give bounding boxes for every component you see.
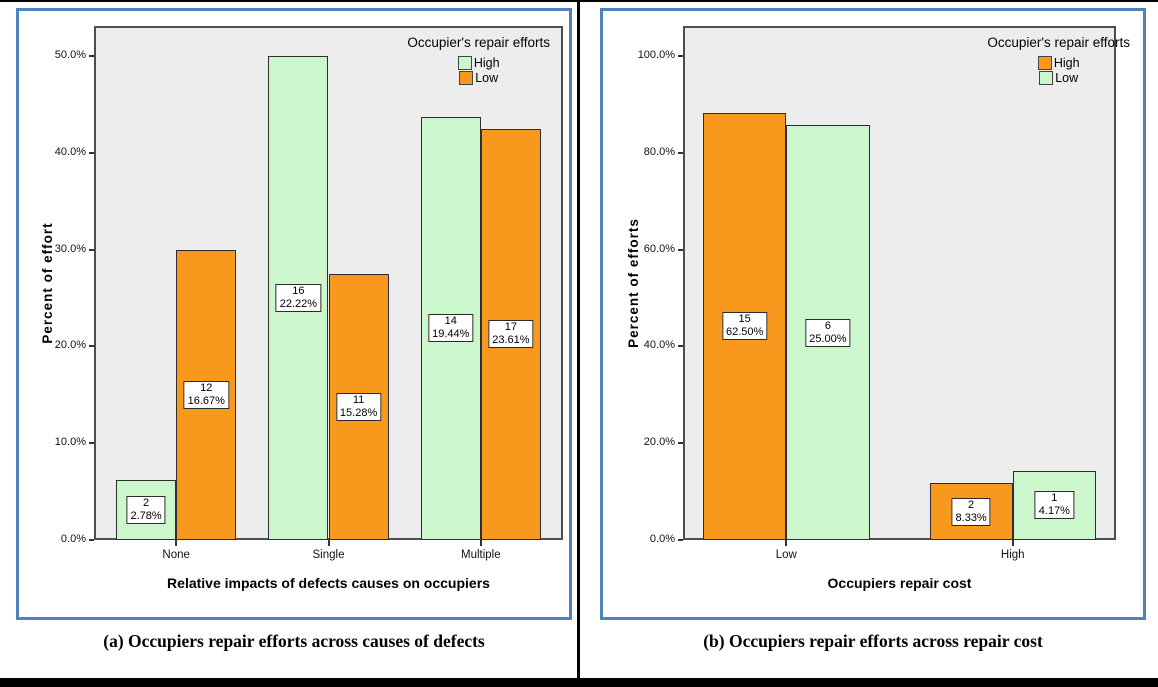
- chart-panel-b: 0.0% 20.0% 40.0% 60.0% 80.0% 100.0% Percent of…: [600, 8, 1146, 620]
- y-axis-title: Percent of effort: [40, 222, 55, 344]
- y-tick-label: 10.0%: [54, 436, 86, 449]
- legend: Occupier's repair efforts High Low: [987, 35, 1130, 85]
- legend-item-low: Low: [1039, 71, 1078, 85]
- bar-value-label: 15 62.50%: [721, 312, 768, 341]
- legend-item-label: Low: [475, 71, 499, 85]
- y-tick-label: 100.0%: [637, 49, 675, 61]
- y-tick-mark: [678, 248, 683, 251]
- y-tick-mark: [89, 55, 94, 57]
- y-tick-mark: [678, 151, 683, 154]
- bar-value-label: 6 25.00%: [805, 318, 851, 347]
- x-axis-title: Occupiers repair cost: [827, 575, 972, 591]
- legend-item-label: High: [473, 56, 500, 70]
- bar-value-label: 16 22.22%: [275, 284, 322, 312]
- table-column-divider: [577, 0, 580, 687]
- bar-value-label: 2 2.78%: [126, 495, 166, 524]
- bar-value-label: 12 16.67%: [183, 380, 229, 409]
- table-bottom-border: [0, 678, 1158, 687]
- legend-item-high: High: [457, 56, 500, 70]
- bar-value-label: 11 15.28%: [335, 392, 382, 421]
- bar-value-label: 2 8.33%: [951, 497, 991, 526]
- y-tick-label: 40.0%: [643, 339, 675, 352]
- bar-value-label: 17 23.61%: [488, 320, 534, 349]
- y-tick-label: 60.0%: [643, 242, 675, 255]
- legend-swatch-low-icon: [1039, 71, 1054, 85]
- x-tick-mark: [1011, 540, 1014, 546]
- legend-title: Occupier's repair efforts: [407, 35, 550, 50]
- y-tick-mark: [678, 442, 683, 445]
- y-tick-label: 20.0%: [54, 339, 86, 352]
- y-tick-mark: [89, 345, 94, 348]
- x-tick-label: None: [162, 549, 190, 561]
- bar-value-label: 14 19.44%: [428, 314, 474, 343]
- x-tick-mark: [327, 540, 330, 546]
- caption-a: (a) Occupiers repair efforts across caus…: [103, 631, 485, 651]
- x-tick-mark: [479, 540, 482, 546]
- caption-b: (b) Occupiers repair efforts across repa…: [703, 631, 1043, 651]
- x-tick-mark: [175, 540, 178, 546]
- y-tick-mark: [89, 151, 94, 154]
- y-tick-mark: [678, 55, 683, 57]
- y-axis-title: Percent of efforts: [626, 218, 641, 348]
- y-tick-label: 0.0%: [60, 533, 86, 545]
- y-tick-mark: [89, 442, 94, 445]
- y-tick-label: 40.0%: [54, 145, 86, 158]
- y-tick-label: 50.0%: [54, 49, 86, 61]
- legend-item-label: Low: [1055, 71, 1079, 85]
- y-tick-label: 20.0%: [643, 436, 675, 449]
- x-axis-title: Relative impacts of defects causes on oc…: [167, 575, 490, 591]
- x-tick-label: High: [1000, 549, 1025, 561]
- y-tick-mark: [89, 248, 94, 251]
- legend-swatch-high-icon: [1037, 56, 1052, 70]
- y-tick-label: 80.0%: [643, 145, 675, 158]
- y-tick-label: 0.0%: [649, 533, 675, 545]
- x-tick-mark: [785, 540, 788, 546]
- legend-item-low: Low: [459, 71, 498, 85]
- y-tick-mark: [678, 345, 683, 348]
- y-tick-mark: [678, 539, 683, 541]
- y-tick-mark: [89, 539, 94, 541]
- legend-item-label: High: [1053, 56, 1080, 70]
- legend-item-high: High: [1037, 56, 1080, 70]
- y-tick-label: 30.0%: [54, 242, 86, 255]
- bar-value-label: 1 4.17%: [1034, 491, 1074, 520]
- x-tick-label: Single: [312, 549, 345, 561]
- x-tick-label: Multiple: [461, 549, 501, 561]
- legend-title: Occupier's repair efforts: [987, 35, 1130, 50]
- x-tick-label: Low: [775, 549, 797, 561]
- legend-swatch-low-icon: [459, 71, 474, 85]
- legend: Occupier's repair efforts High Low: [407, 35, 550, 85]
- legend-swatch-high-icon: [457, 56, 472, 70]
- chart-panel-a: 0.0% 10.0% 20.0% 30.0% 40.0% 50.0% Percent of …: [16, 8, 572, 620]
